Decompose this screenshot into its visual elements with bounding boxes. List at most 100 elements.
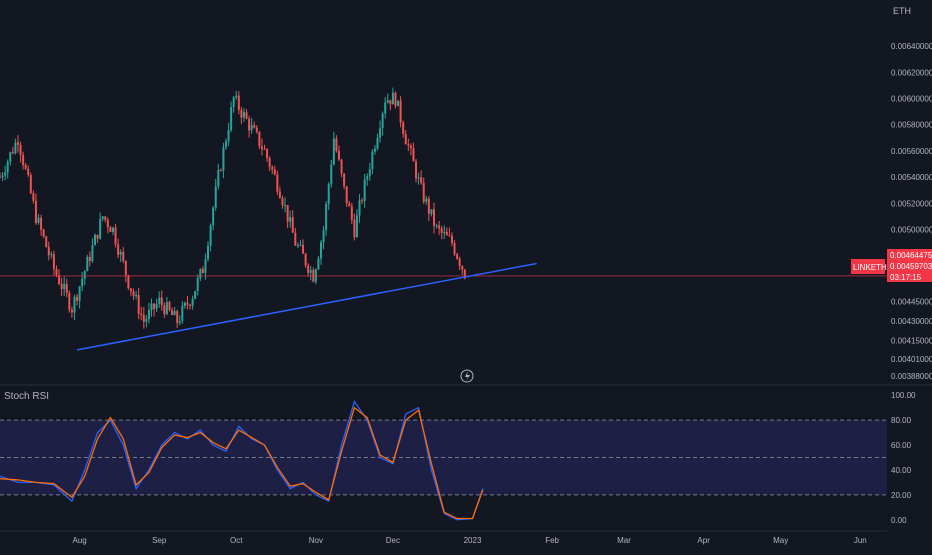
- rsi-tick-label: 80.00: [891, 416, 912, 425]
- price-tick-label: 0.00580000: [891, 121, 932, 130]
- candle-body: [222, 147, 225, 171]
- candle-body: [248, 118, 251, 131]
- candle-body: [294, 232, 297, 246]
- candle-body: [345, 186, 348, 204]
- time-tick-label: Feb: [545, 536, 559, 545]
- price-tick-label: 0.00401000: [891, 355, 932, 364]
- candle-body: [325, 203, 328, 231]
- axis-layer: 0.00388000 0.00401000 0.00415000 0.00430000…: [72, 42, 932, 545]
- candle-body: [214, 186, 217, 208]
- candle-body: [237, 95, 240, 110]
- candle-body: [68, 292, 71, 310]
- candle-body: [361, 200, 364, 202]
- candle-body: [407, 144, 410, 146]
- candle-body: [207, 245, 210, 260]
- candle-body: [94, 234, 97, 246]
- time-tick-label: Nov: [309, 536, 323, 545]
- candle-body: [55, 268, 58, 276]
- candle-body: [109, 227, 112, 232]
- candle-body: [111, 227, 114, 232]
- candle-body: [81, 278, 84, 287]
- candle-body: [242, 112, 245, 118]
- candle-body: [332, 138, 335, 165]
- candle-body: [230, 107, 233, 131]
- candle-body: [289, 217, 292, 222]
- price-tick-label: 0.00540000: [891, 173, 932, 182]
- candle-body: [363, 179, 366, 201]
- candle-body: [397, 100, 400, 107]
- candle-body: [50, 254, 53, 256]
- candle-body: [376, 137, 379, 149]
- candle-body: [101, 216, 104, 220]
- candle-body: [276, 174, 279, 192]
- candle-body: [368, 169, 371, 177]
- stoch-d-line: [0, 406, 484, 520]
- candle-body: [32, 193, 35, 201]
- candle-body: [65, 283, 68, 293]
- candle-body: [435, 225, 438, 227]
- price-tick-label: 0.00620000: [891, 68, 932, 77]
- candle-body: [453, 243, 456, 255]
- candle-body: [209, 225, 212, 246]
- candle-body: [22, 154, 25, 166]
- candle-body: [142, 314, 145, 322]
- candle-body: [461, 266, 464, 270]
- candle-body: [373, 148, 376, 152]
- lightning-icon[interactable]: [460, 369, 474, 383]
- candle-body: [1, 175, 4, 178]
- candle-body: [232, 97, 235, 108]
- candle-body: [181, 305, 184, 321]
- candle-body: [348, 203, 351, 207]
- time-tick-label: Dec: [386, 536, 400, 545]
- candle-body: [438, 225, 441, 229]
- candle-body: [122, 251, 125, 261]
- candle-body: [317, 258, 320, 270]
- candle-body: [155, 303, 158, 309]
- candle-body: [76, 296, 79, 301]
- support-trendline[interactable]: [76, 262, 537, 351]
- candle-body: [245, 112, 248, 119]
- candle-body: [73, 296, 76, 313]
- current-price-value: 0.00459703: [890, 262, 932, 271]
- candle-body: [168, 302, 171, 310]
- candle-body: [307, 265, 310, 273]
- candle-body: [29, 175, 32, 194]
- candle-body: [409, 145, 412, 149]
- candle-body: [427, 198, 430, 214]
- candle-body: [250, 125, 253, 131]
- candle-body: [145, 319, 148, 322]
- symbol-label: LINKETH: [853, 263, 887, 272]
- line-layer: [0, 262, 887, 521]
- candle-body: [253, 125, 256, 128]
- candle-body: [458, 258, 461, 267]
- candle-body: [183, 302, 186, 306]
- candle-body: [440, 228, 443, 233]
- candle-body: [422, 182, 425, 202]
- price-tick-label: 0.00600000: [891, 95, 932, 104]
- candle-body: [399, 100, 402, 123]
- rsi-band-layer: [0, 419, 887, 496]
- candle-body: [445, 232, 448, 236]
- time-tick-label: Sep: [152, 536, 167, 545]
- candle-body: [176, 311, 179, 323]
- candle-body: [281, 197, 284, 206]
- rsi-tick-label: 100.00: [891, 391, 916, 400]
- countdown-timer: 03:17:15: [890, 273, 922, 282]
- candle-body: [16, 142, 19, 145]
- candle-body: [255, 127, 258, 132]
- candle-body: [443, 232, 446, 234]
- candle-body: [88, 256, 91, 262]
- candle-body: [343, 173, 346, 187]
- candle-body: [58, 275, 61, 285]
- price-badge: [887, 249, 932, 282]
- candle-body: [320, 242, 323, 259]
- candle-body: [384, 102, 387, 114]
- price-tick-label: 0.00415000: [891, 337, 932, 346]
- rsi-tick-label: 20.00: [891, 491, 912, 500]
- indicator-title[interactable]: Stoch RSI: [4, 391, 49, 402]
- candle-body: [19, 144, 22, 155]
- candle-body: [260, 146, 263, 149]
- time-tick-label: 2023: [464, 536, 482, 545]
- candle-body: [194, 291, 197, 299]
- candle-body: [14, 142, 17, 154]
